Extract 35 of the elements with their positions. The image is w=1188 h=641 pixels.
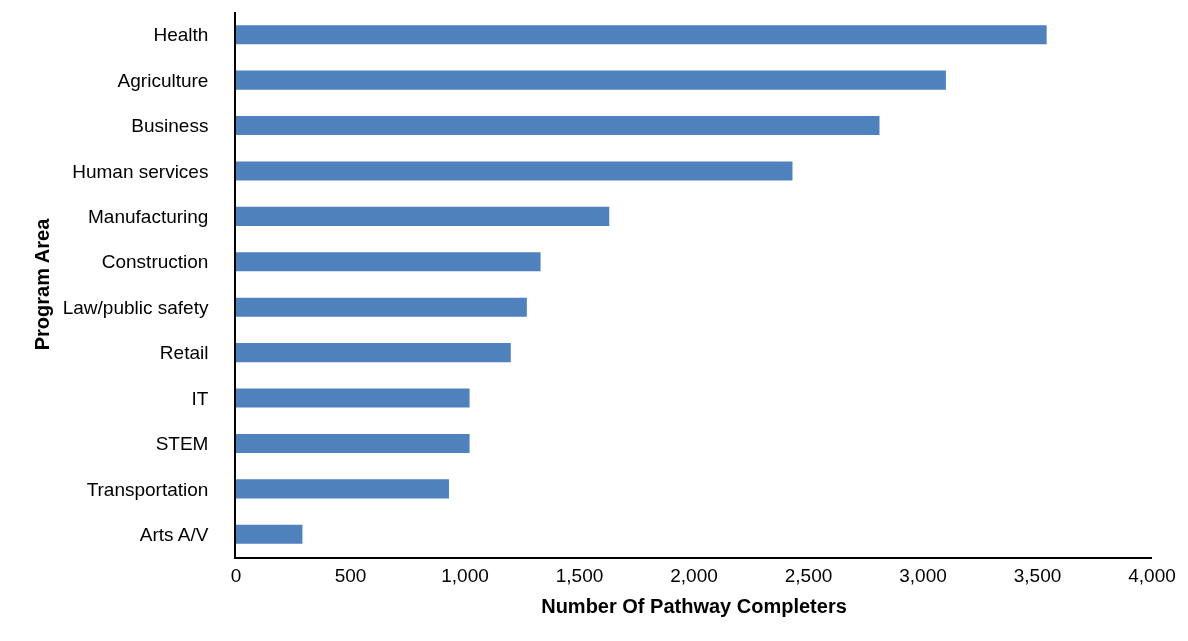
x-axis-title: Number Of Pathway Completers bbox=[541, 594, 847, 617]
x-tick-label: 3,000 bbox=[899, 564, 947, 586]
x-tick-label: 1,500 bbox=[555, 564, 604, 586]
x-tick-label: 2,000 bbox=[670, 564, 718, 586]
y-tick-label: Arts A/V bbox=[139, 523, 209, 545]
y-tick-label: IT bbox=[191, 387, 209, 409]
x-tick-label: 2,500 bbox=[784, 564, 833, 586]
bar bbox=[236, 25, 1047, 45]
bar bbox=[236, 252, 541, 272]
y-tick-label: Agriculture bbox=[117, 69, 209, 91]
y-axis-title: Program Area bbox=[30, 217, 53, 351]
y-tick-label: Manufacturing bbox=[88, 206, 209, 228]
x-tick-label: 0 bbox=[230, 564, 242, 586]
y-tick-label: Health bbox=[153, 24, 209, 46]
x-tick-label: 4,000 bbox=[1128, 564, 1176, 586]
bar bbox=[236, 206, 610, 226]
y-tick-label: Transportation bbox=[86, 478, 209, 500]
y-tick-label: STEM bbox=[155, 433, 209, 455]
bar bbox=[236, 161, 793, 181]
bar bbox=[236, 524, 303, 544]
y-tick-label: Business bbox=[131, 115, 209, 137]
y-tick-label: Law/public safety bbox=[62, 296, 209, 318]
bar bbox=[236, 388, 470, 408]
bar bbox=[236, 116, 880, 136]
bar bbox=[236, 343, 511, 363]
y-tick-label: Construction bbox=[101, 251, 209, 273]
y-tick-label: Human services bbox=[72, 160, 209, 182]
y-tick-label: Retail bbox=[159, 342, 209, 364]
bar bbox=[236, 297, 527, 317]
x-tick-label: 500 bbox=[334, 564, 367, 586]
bar bbox=[236, 70, 946, 90]
bar bbox=[236, 479, 449, 499]
bar bbox=[236, 433, 470, 453]
x-tick-label: 1,000 bbox=[441, 564, 489, 586]
x-tick-label: 3,500 bbox=[1013, 564, 1062, 586]
